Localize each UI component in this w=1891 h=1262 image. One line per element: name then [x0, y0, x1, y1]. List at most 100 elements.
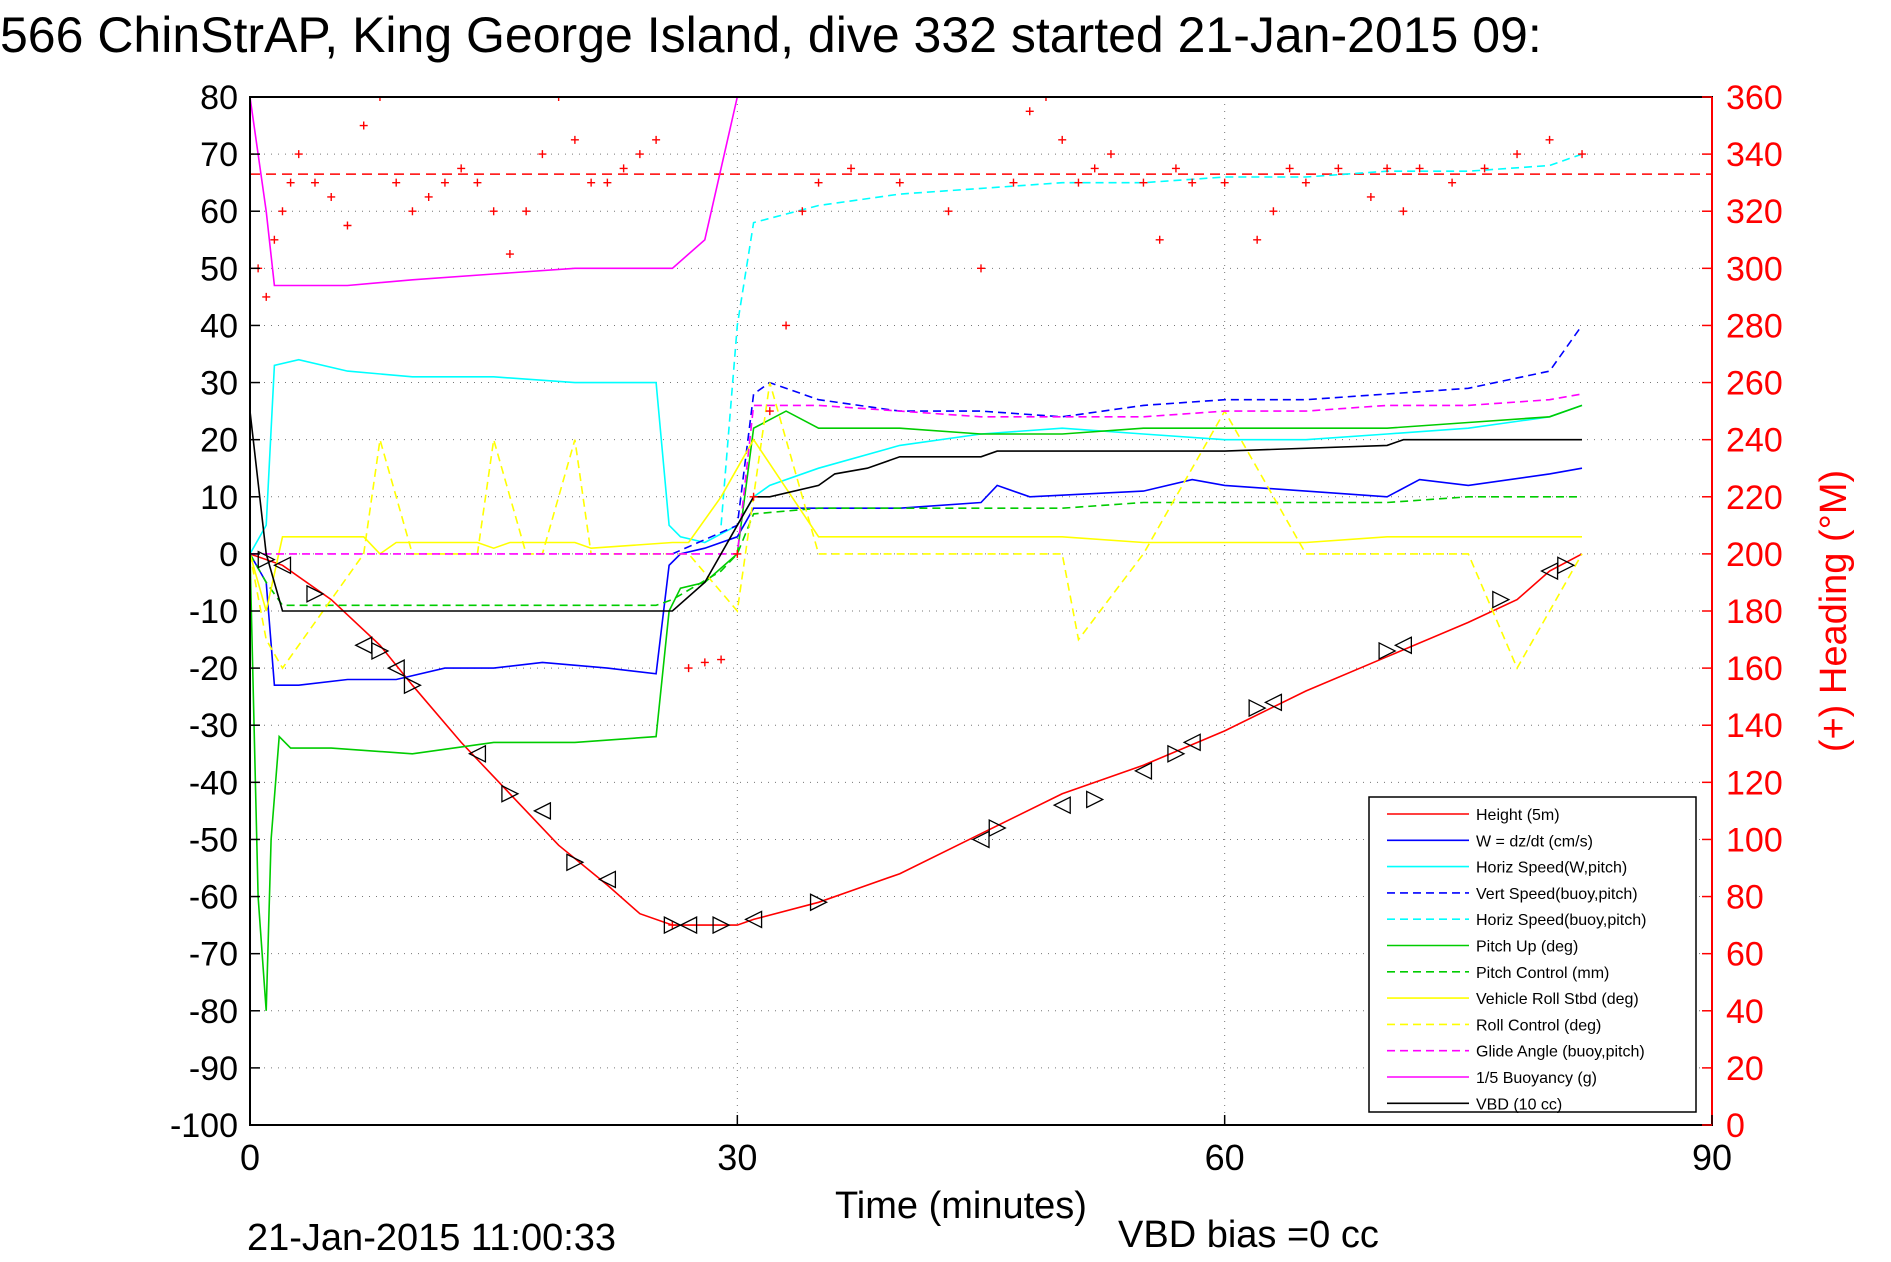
y-tick-label: -90: [189, 1050, 238, 1088]
series-layer: [250, 97, 1583, 1011]
y-tick-label: 20: [200, 422, 238, 460]
heading-point: [1448, 178, 1457, 187]
heading-point: [359, 121, 368, 130]
heading-point: [538, 150, 547, 159]
heading-point: [270, 235, 279, 244]
heading-point: [294, 150, 303, 159]
heading-point: [635, 150, 644, 159]
series-line-9: [250, 393, 1583, 555]
heading-point: [554, 97, 563, 101]
x-tick-label: 30: [717, 1137, 757, 1178]
dive-marker: [386, 659, 405, 678]
heading-point: [587, 178, 596, 187]
dive-marker: [1133, 761, 1153, 780]
heading-point: [1399, 207, 1408, 216]
heading-point: [1171, 164, 1180, 173]
heading-point: [847, 164, 856, 173]
dive-marker: [744, 910, 763, 929]
heading-point: [749, 492, 758, 501]
heading-point: [278, 207, 287, 216]
heading-points-layer: [250, 97, 1587, 930]
heading-point: [375, 97, 384, 101]
y-tick-label: -50: [189, 821, 238, 859]
dive-marker: [354, 636, 373, 655]
heading-point: [440, 178, 449, 187]
series-line-10: [250, 97, 739, 287]
heading-point: [262, 292, 271, 301]
dive-marker: [1393, 636, 1413, 655]
heading-point: [457, 164, 466, 173]
dive-marker: [1182, 733, 1201, 752]
dive-marker: [257, 550, 276, 569]
y2-tick-label: 80: [1726, 879, 1764, 917]
dive-marker: [371, 641, 390, 661]
heading-point: [1383, 164, 1392, 173]
y2-tick-label: 20: [1726, 1050, 1764, 1088]
heading-point: [1285, 164, 1294, 173]
dive-marker: [988, 818, 1007, 838]
heading-point: [1301, 178, 1310, 187]
y2-tick-label: 340: [1726, 136, 1783, 174]
series-line-8: [250, 382, 1583, 670]
heading-point: [473, 178, 482, 187]
dive-marker: [679, 916, 698, 935]
y-axis-ticks: 80 70 60 50 40 30 20 10 0 -10 -20 -30 -40 -50 -60 -70 -8…: [170, 79, 260, 1145]
heading-point: [1253, 235, 1262, 244]
y2-tick-label: 360: [1726, 79, 1783, 117]
footer-vbd-bias: VBD bias =0 cc: [1118, 1214, 1379, 1256]
heading-point: [1106, 150, 1115, 159]
y-tick-label: 40: [200, 307, 238, 345]
heading-point: [765, 407, 774, 416]
y2-tick-label: 140: [1726, 707, 1783, 745]
dive-marker: [1378, 641, 1397, 661]
dive-marker: [1248, 699, 1267, 718]
heading-point: [1334, 164, 1343, 173]
x-tick-label: 60: [1205, 1137, 1245, 1178]
x-tick-label: 0: [240, 1137, 260, 1178]
series-line-7: [250, 438, 1582, 612]
chart-title: 566 ChinStrAP, King George Island, dive …: [0, 7, 1542, 63]
heading-point: [814, 178, 823, 187]
heading-point: [717, 655, 726, 664]
y2-tick-label: 260: [1726, 365, 1783, 403]
y-tick-label: 0: [219, 536, 238, 574]
legend-box: [1368, 796, 1697, 1113]
y2-tick-label: 220: [1726, 479, 1783, 517]
dive-marker: [971, 830, 990, 849]
heading-point: [619, 164, 628, 173]
legend: Height (5m) W = dz/dt (cm/s) Horiz Speed(W…: [1368, 796, 1697, 1113]
heading-point: [1041, 97, 1050, 101]
y-tick-label: -30: [189, 707, 238, 745]
legend-entry-label: W = dz/dt (cm/s): [1476, 833, 1593, 850]
dive-marker: [306, 584, 325, 603]
y-tick-label: -40: [189, 764, 238, 802]
heading-point: [286, 178, 295, 187]
y-tick-label: -70: [189, 936, 238, 974]
heading-point: [1058, 135, 1067, 144]
legend-entry-label: 1/5 Buoyancy (g): [1476, 1070, 1597, 1087]
series-line-11: [250, 411, 1582, 612]
heading-point: [1513, 150, 1522, 159]
heading-point: [684, 664, 693, 673]
heading-point: [1090, 164, 1099, 173]
heading-point: [1480, 164, 1489, 173]
legend-entry-label: Pitch Control (mm): [1476, 965, 1609, 982]
legend-entry-label: VBD (10 cc): [1476, 1096, 1562, 1113]
x-tick-label: 90: [1692, 1137, 1732, 1178]
y-tick-label: 80: [200, 79, 238, 117]
y-tick-label: 50: [200, 250, 238, 288]
heading-point: [977, 264, 985, 273]
dive-markers-layer: [257, 550, 1576, 935]
y2-tick-label: 100: [1726, 821, 1783, 859]
y2-tick-label: 160: [1726, 650, 1783, 688]
dive-marker: [1086, 790, 1105, 809]
dive-marker: [809, 893, 829, 912]
y-tick-label: -10: [189, 593, 238, 631]
heading-point: [700, 658, 709, 667]
series-line-5: [250, 404, 1583, 1011]
y-tick-label: -20: [189, 650, 238, 688]
y-tick-label: -100: [170, 1107, 238, 1145]
series-line-0: [250, 553, 1583, 926]
heading-point: [408, 207, 417, 216]
dive-marker: [597, 870, 617, 889]
